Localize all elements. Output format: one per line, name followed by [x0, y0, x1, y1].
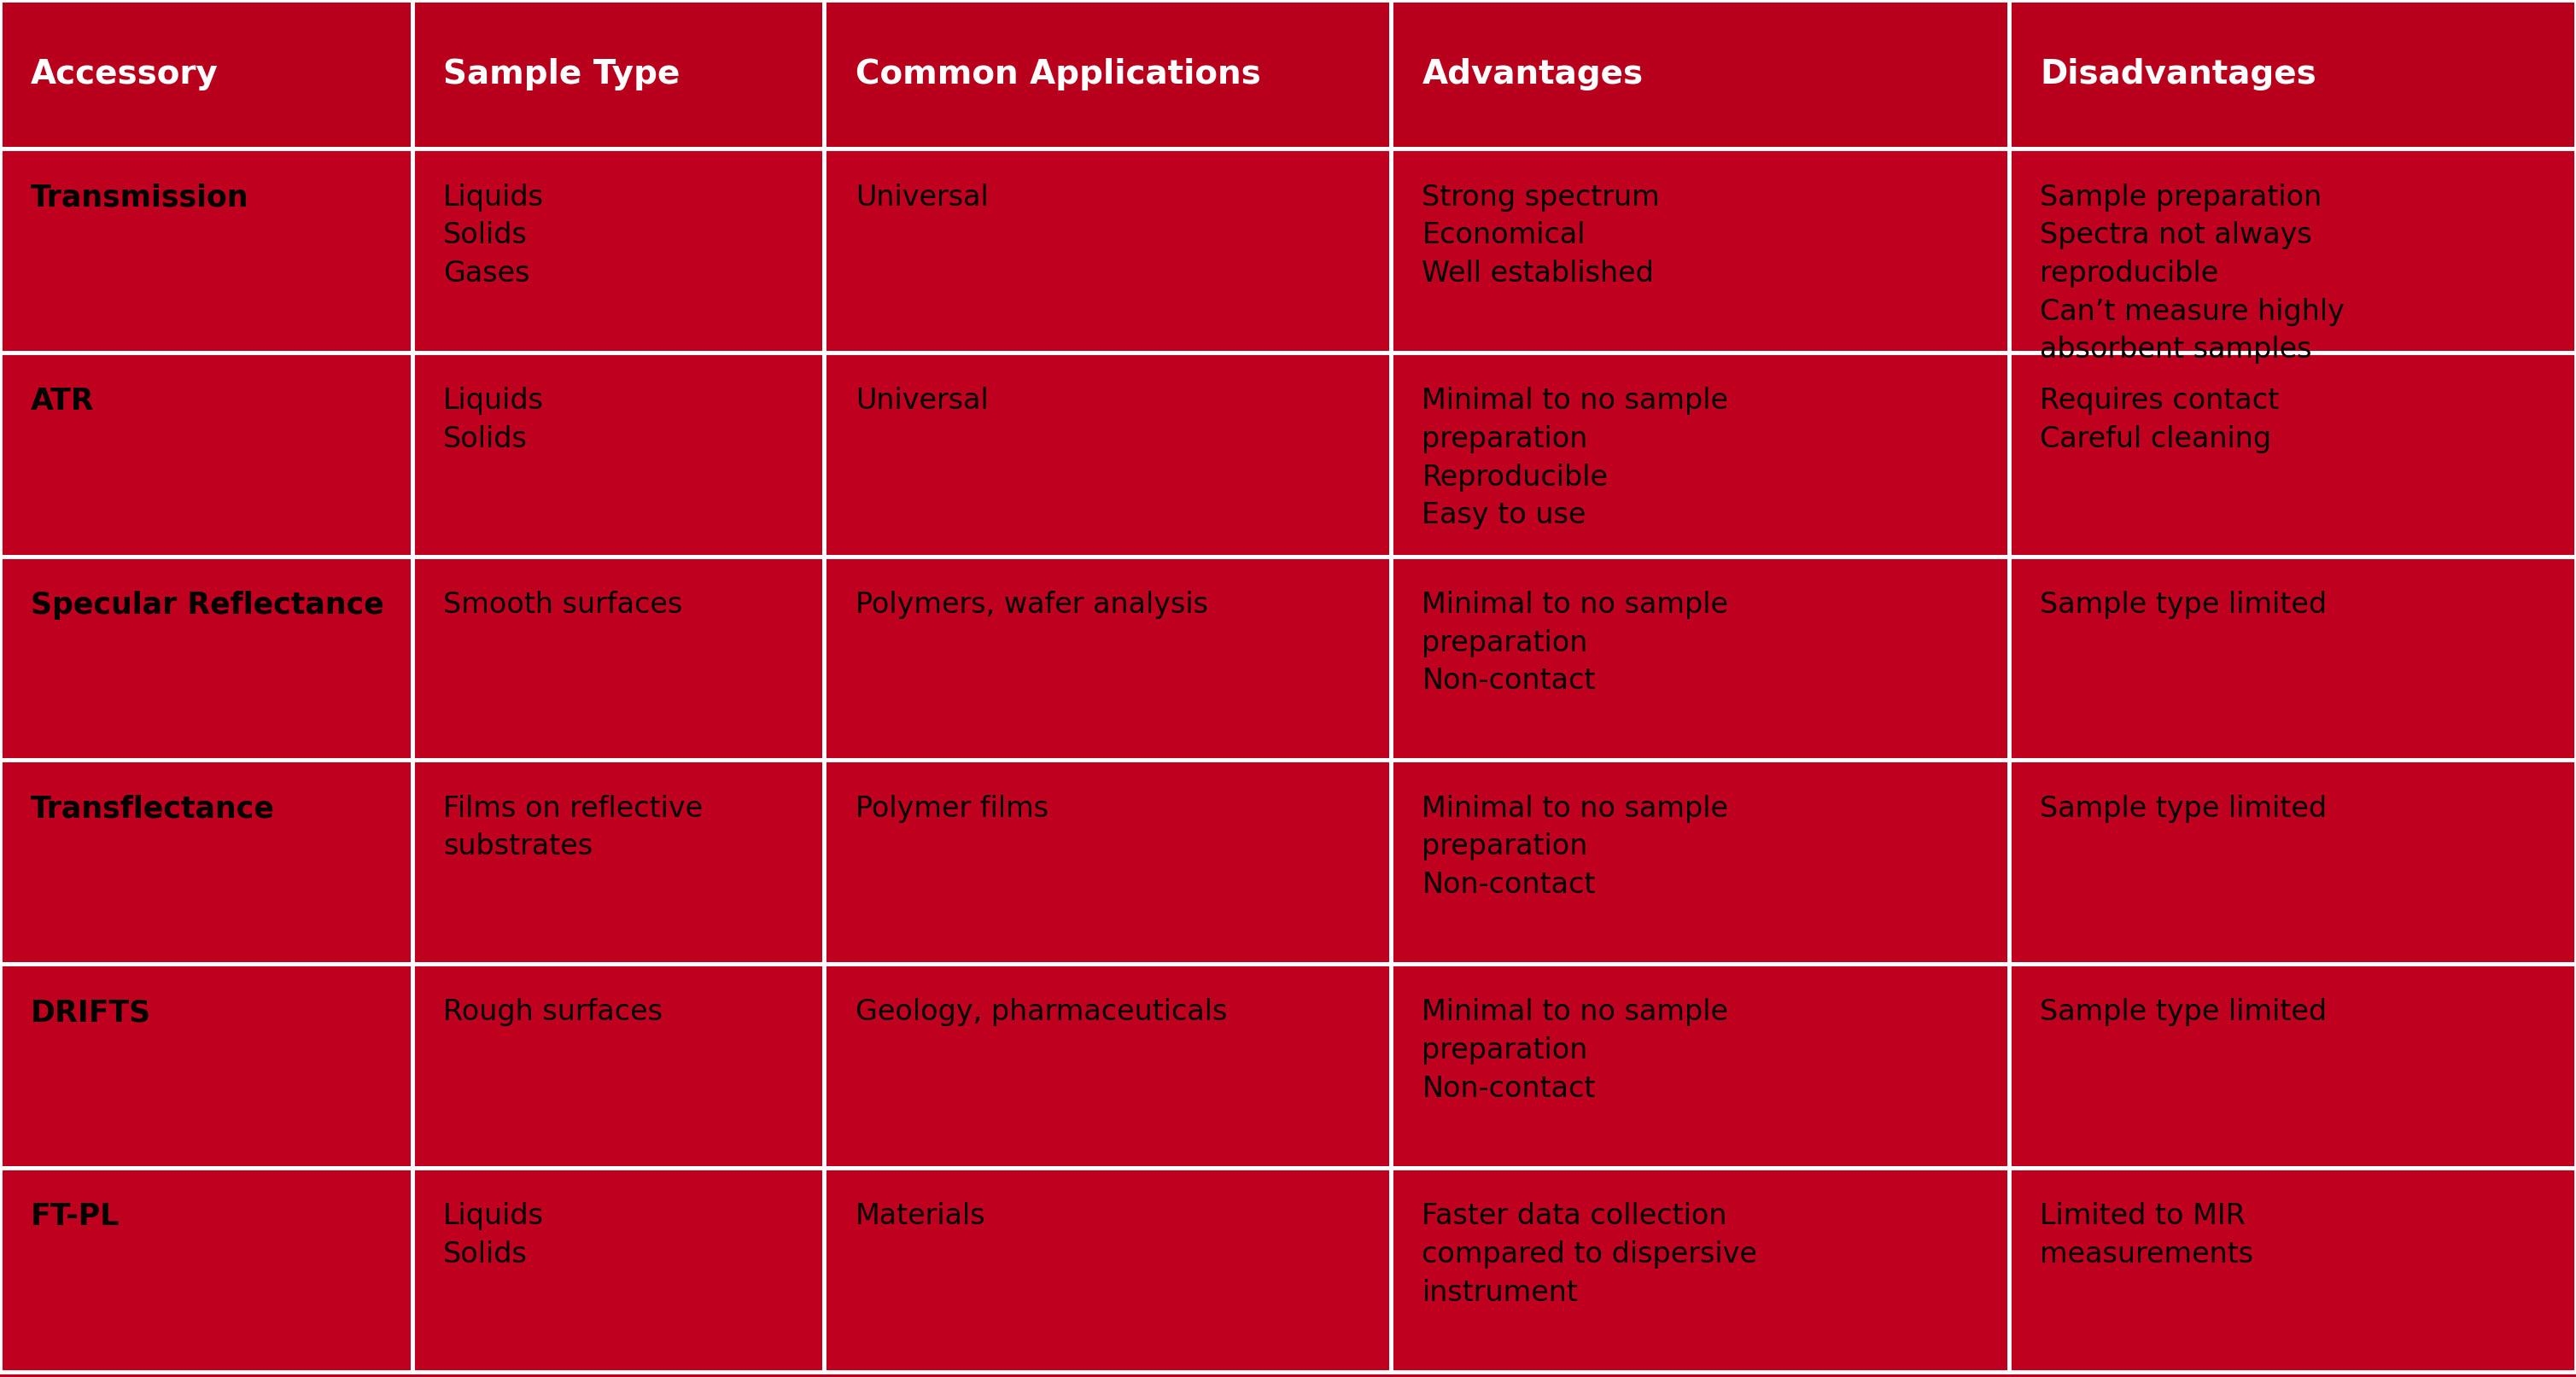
FancyBboxPatch shape	[2009, 556, 2576, 760]
FancyBboxPatch shape	[824, 353, 1391, 556]
Text: Requires contact
Careful cleaning: Requires contact Careful cleaning	[2040, 387, 2280, 453]
FancyBboxPatch shape	[824, 964, 1391, 1168]
FancyBboxPatch shape	[1391, 1168, 2009, 1371]
FancyBboxPatch shape	[1391, 0, 2009, 149]
FancyBboxPatch shape	[1391, 760, 2009, 964]
Text: Universal: Universal	[855, 183, 989, 211]
FancyBboxPatch shape	[412, 149, 824, 353]
FancyBboxPatch shape	[1391, 353, 2009, 556]
Text: Sample type limited: Sample type limited	[2040, 795, 2326, 822]
FancyBboxPatch shape	[0, 149, 412, 353]
FancyBboxPatch shape	[412, 1168, 824, 1371]
FancyBboxPatch shape	[0, 353, 412, 556]
Text: Common Applications: Common Applications	[855, 58, 1260, 91]
Text: Minimal to no sample
preparation
Non-contact: Minimal to no sample preparation Non-con…	[1422, 795, 1728, 899]
Text: Liquids
Solids: Liquids Solids	[443, 1202, 544, 1268]
Text: DRIFTS: DRIFTS	[31, 998, 152, 1027]
FancyBboxPatch shape	[1391, 149, 2009, 353]
Text: Geology, pharmaceuticals: Geology, pharmaceuticals	[855, 998, 1226, 1026]
FancyBboxPatch shape	[824, 760, 1391, 964]
FancyBboxPatch shape	[0, 1168, 412, 1371]
Text: Strong spectrum
Economical
Well established: Strong spectrum Economical Well establis…	[1422, 183, 1659, 288]
FancyBboxPatch shape	[0, 760, 412, 964]
Text: FT-PL: FT-PL	[31, 1202, 121, 1231]
FancyBboxPatch shape	[0, 0, 412, 149]
FancyBboxPatch shape	[0, 964, 412, 1168]
FancyBboxPatch shape	[2009, 353, 2576, 556]
Text: Faster data collection
compared to dispersive
instrument: Faster data collection compared to dispe…	[1422, 1202, 1757, 1307]
Text: Sample type limited: Sample type limited	[2040, 591, 2326, 618]
Text: Minimal to no sample
preparation
Reproducible
Easy to use: Minimal to no sample preparation Reprodu…	[1422, 387, 1728, 530]
Text: Sample type limited: Sample type limited	[2040, 998, 2326, 1026]
FancyBboxPatch shape	[412, 964, 824, 1168]
Text: Materials: Materials	[855, 1202, 987, 1230]
Text: Disadvantages: Disadvantages	[2040, 58, 2316, 91]
FancyBboxPatch shape	[412, 0, 824, 149]
Text: Accessory: Accessory	[31, 58, 219, 91]
FancyBboxPatch shape	[2009, 760, 2576, 964]
Text: Liquids
Solids: Liquids Solids	[443, 387, 544, 453]
FancyBboxPatch shape	[824, 556, 1391, 760]
Text: Polymers, wafer analysis: Polymers, wafer analysis	[855, 591, 1208, 618]
Text: Minimal to no sample
preparation
Non-contact: Minimal to no sample preparation Non-con…	[1422, 998, 1728, 1103]
Text: Limited to MIR
measurements: Limited to MIR measurements	[2040, 1202, 2254, 1268]
Text: Polymer films: Polymer films	[855, 795, 1048, 822]
FancyBboxPatch shape	[824, 0, 1391, 149]
FancyBboxPatch shape	[2009, 149, 2576, 353]
FancyBboxPatch shape	[412, 760, 824, 964]
FancyBboxPatch shape	[412, 353, 824, 556]
Text: ATR: ATR	[31, 387, 95, 416]
Text: Specular Reflectance: Specular Reflectance	[31, 591, 384, 620]
FancyBboxPatch shape	[2009, 0, 2576, 149]
Text: Transflectance: Transflectance	[31, 795, 276, 823]
Text: Sample Type: Sample Type	[443, 58, 680, 91]
Text: Films on reflective
substrates: Films on reflective substrates	[443, 795, 703, 861]
Text: Transmission: Transmission	[31, 183, 250, 212]
Text: Smooth surfaces: Smooth surfaces	[443, 591, 683, 618]
Text: Advantages: Advantages	[1422, 58, 1643, 91]
FancyBboxPatch shape	[1391, 556, 2009, 760]
FancyBboxPatch shape	[412, 556, 824, 760]
Text: Universal: Universal	[855, 387, 989, 414]
FancyBboxPatch shape	[2009, 1168, 2576, 1371]
Text: Minimal to no sample
preparation
Non-contact: Minimal to no sample preparation Non-con…	[1422, 591, 1728, 695]
FancyBboxPatch shape	[824, 149, 1391, 353]
FancyBboxPatch shape	[0, 556, 412, 760]
Text: Sample preparation
Spectra not always
reproducible
Can’t measure highly
absorben: Sample preparation Spectra not always re…	[2040, 183, 2344, 364]
Text: Liquids
Solids
Gases: Liquids Solids Gases	[443, 183, 544, 288]
FancyBboxPatch shape	[824, 1168, 1391, 1371]
FancyBboxPatch shape	[1391, 964, 2009, 1168]
Text: Rough surfaces: Rough surfaces	[443, 998, 662, 1026]
FancyBboxPatch shape	[2009, 964, 2576, 1168]
